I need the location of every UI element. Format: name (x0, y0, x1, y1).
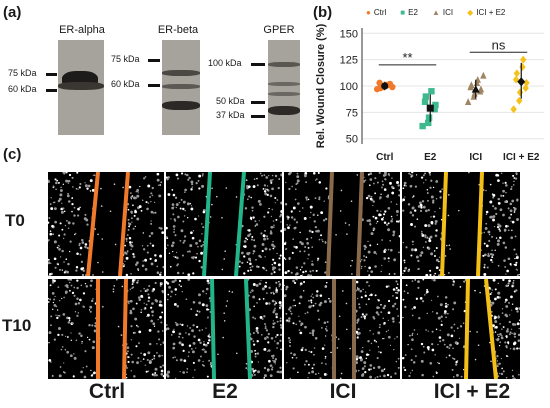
wound-image (166, 172, 282, 276)
wound-image (402, 172, 520, 276)
chart-legend: ● Ctrl ■ E2 ▲ ICI ◆ ICI + E2 (366, 8, 550, 22)
data-point (422, 93, 430, 100)
wound-image (166, 279, 282, 379)
data-point (516, 96, 523, 105)
col-label-e2: E2 (212, 380, 238, 403)
y-tick-label: 100 (340, 81, 358, 93)
legend-item: ● Ctrl (366, 8, 386, 17)
data-point (376, 79, 383, 87)
data-point (516, 88, 524, 97)
wound-edge-line (464, 279, 470, 379)
marker-gper-100: 100 kDa (208, 58, 242, 68)
mean-marker (381, 82, 389, 90)
wound-edge-line (440, 172, 448, 276)
blot-er-beta (162, 40, 200, 135)
wound-edge-line (234, 172, 246, 276)
marker-gper-37: 37 kDa (216, 110, 245, 120)
legend-item: ▲ ICI (432, 8, 453, 17)
wound-edge-line (118, 172, 130, 276)
data-point (477, 85, 485, 93)
legend-label: ICI (442, 8, 454, 17)
y-tick-label: 125 (340, 55, 358, 67)
data-point (432, 101, 439, 109)
marker-er-alpha-60: 60 kDa (8, 84, 37, 94)
row-label-t0: T0 (5, 211, 25, 230)
wound-image (402, 279, 520, 379)
mean-marker (471, 85, 480, 93)
marker-er-beta-75: 75 kDa (111, 54, 140, 64)
significance-label: ** (402, 50, 412, 65)
col-label-ctrl: Ctrl (88, 380, 126, 403)
data-point (480, 71, 487, 79)
col-label-ici-e2: ICI + E2 (433, 380, 511, 403)
wound-image (284, 172, 400, 276)
data-point (513, 69, 521, 78)
wound-edge-line (484, 279, 498, 379)
y-tick-label: 50 (346, 134, 358, 146)
legend-item: ◆ ICI + E2 (467, 8, 505, 17)
wound-image (48, 279, 164, 379)
data-point (425, 119, 432, 127)
marker-gper-50: 50 kDa (216, 96, 245, 106)
legend-label: E2 (408, 8, 418, 17)
x-tick-label: Ctrl (376, 152, 393, 163)
y-tick-label: 75 (346, 107, 358, 119)
wound-edge-line (326, 172, 334, 276)
wound-edge-line (476, 172, 484, 276)
legend-marker-icon: ● (366, 8, 371, 17)
wound-edge-line (86, 172, 100, 276)
data-point (468, 81, 475, 89)
wound-closure-chart: 50 75 100 125 150 Rel. Wound Closure (%) Ctrl E… (315, 23, 544, 163)
marker-er-alpha-75: 75 kDa (8, 68, 37, 78)
panel-a-letter: (a) (3, 4, 22, 21)
data-point (431, 106, 438, 113)
legend-marker-icon: ▲ (431, 8, 440, 17)
wound-image (284, 279, 400, 379)
blot-title-er-beta: ER-beta (157, 24, 199, 36)
data-point (425, 114, 433, 121)
y-tick-label: 150 (340, 28, 358, 40)
x-tick-label: ICI + E2 (503, 152, 540, 163)
col-label-ici: ICI (329, 380, 357, 403)
wound-edge-line (202, 172, 212, 276)
blot-gper (268, 40, 300, 135)
y-axis-label: Rel. Wound Closure (%) (315, 23, 327, 148)
marker-er-beta-60: 60 kDa (111, 79, 140, 89)
blot-title-gper: GPER (263, 24, 295, 36)
wound-edge-line (244, 279, 252, 379)
mean-marker (426, 104, 434, 112)
data-point (520, 55, 527, 64)
wound-edge-line (356, 172, 364, 276)
mean-marker (517, 77, 526, 87)
significance-label: ns (492, 37, 506, 52)
data-point (464, 98, 472, 106)
legend-label: Ctrl (373, 8, 387, 17)
data-point (519, 63, 526, 72)
legend-label: ICI + E2 (476, 8, 506, 17)
x-tick-label: ICI (469, 152, 482, 163)
blot-title-er-alpha: ER-alpha (59, 24, 105, 36)
row-label-t10: T10 (2, 316, 32, 335)
data-point (419, 122, 426, 130)
legend-marker-icon: ■ (400, 8, 406, 17)
wound-image (48, 172, 164, 276)
panel-c-letter: (c) (3, 146, 22, 163)
wound-edge-line (122, 279, 128, 379)
data-point (421, 98, 429, 106)
x-tick-label: E2 (424, 152, 437, 163)
legend-marker-icon: ◆ (467, 8, 474, 17)
blot-er-alpha (58, 40, 104, 135)
legend-item: ■ E2 (400, 8, 418, 17)
data-point (428, 88, 435, 95)
data-point (389, 83, 396, 91)
wound-edge-line (210, 279, 216, 379)
panel-b-letter: (b) (313, 4, 333, 21)
